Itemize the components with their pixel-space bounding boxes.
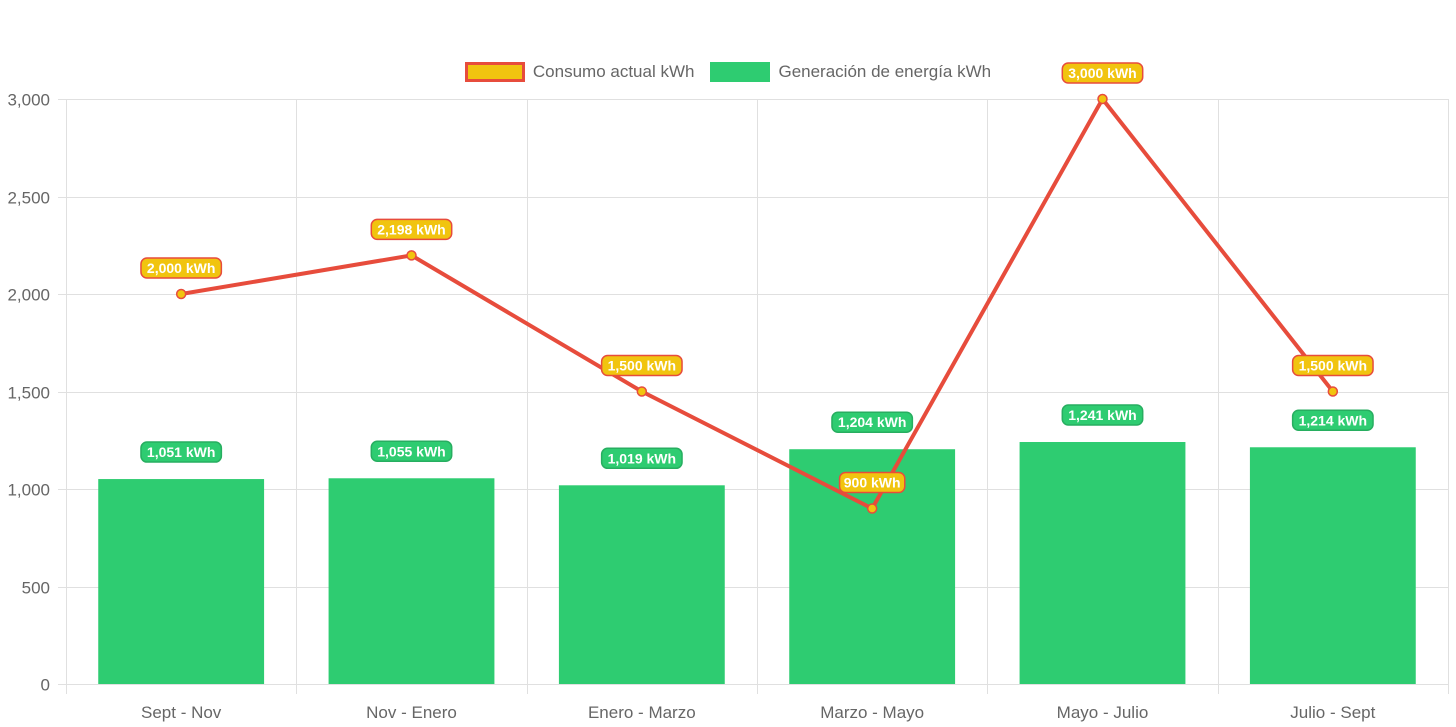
line-data-label-bg: [838, 471, 906, 494]
x-tick-label: Julio - Sept: [1290, 703, 1375, 722]
y-tick-label: 500: [22, 579, 50, 598]
line-data-label-text: 1,500 kWh: [1299, 358, 1367, 374]
bar[interactable]: [1249, 447, 1416, 684]
line-point[interactable]: [636, 386, 648, 397]
x-tick-label: Marzo - Mayo: [820, 703, 924, 722]
line-point[interactable]: [1097, 93, 1108, 105]
x-tick-label: Nov - Enero: [366, 703, 457, 722]
series-line-consumo: [180, 97, 1335, 511]
bar-data-label: 1,051 kWh: [140, 441, 223, 463]
y-tick-label: 1,000: [7, 481, 50, 500]
line-data-label: 900 kWh: [838, 471, 906, 494]
line-point[interactable]: [175, 288, 187, 300]
bar-data-label: 1,204 kWh: [831, 411, 914, 433]
y-tick-label: 1,500: [7, 384, 50, 403]
grid: [58, 99, 1449, 694]
bar-data-label-bg: [140, 441, 223, 463]
bar-series: [98, 442, 1416, 684]
y-tick-label: 2,500: [7, 189, 50, 208]
line-data-label-text: 2,000 kWh: [147, 260, 215, 276]
legend-swatch-generacion: [710, 62, 771, 82]
line-point[interactable]: [866, 503, 878, 514]
line-data-label: 1,500 kWh: [1291, 354, 1374, 377]
line-data-label-text: 900 kWh: [844, 475, 901, 491]
bar[interactable]: [1019, 442, 1186, 684]
bar[interactable]: [558, 485, 725, 684]
line-data-label-text: 1,500 kWh: [608, 358, 676, 374]
bar-data-label-bg: [831, 411, 914, 433]
bar-data-label-text: 1,019 kWh: [608, 450, 676, 466]
bar-data-label: 1,019 kWh: [600, 447, 683, 470]
legend-label-generacion: Generación de energía kWh: [778, 62, 992, 81]
bar[interactable]: [328, 478, 495, 684]
line-data-label-bg: [140, 257, 223, 279]
bar-data-label: 1,214 kWh: [1291, 409, 1374, 432]
legend-item-generacion[interactable]: Generación de energía kWh: [710, 62, 991, 82]
line-point[interactable]: [1327, 386, 1339, 397]
legend: Consumo actual kWh Generación de energía…: [0, 62, 1456, 82]
bar-data-label-text: 1,241 kWh: [1068, 407, 1136, 423]
line-data-label-bg: [1061, 62, 1144, 84]
bar-data-label-text: 1,204 kWh: [838, 414, 906, 430]
bar-data-label-bg: [370, 440, 453, 463]
line-data-label-text: 2,198 kWh: [377, 221, 445, 237]
line-data-label: 2,198 kWh: [370, 218, 453, 241]
line-data-label-bg: [1291, 354, 1374, 377]
x-tick-label: Mayo - Julio: [1057, 703, 1149, 722]
legend-label-consumo: Consumo actual kWh: [532, 62, 695, 81]
y-tick-label: 3,000: [7, 91, 50, 110]
line-point[interactable]: [406, 250, 417, 261]
bar-data-label: 1,055 kWh: [370, 440, 453, 463]
y-tick-label: 0: [41, 676, 50, 695]
line-data-label-text: 3,000 kWh: [1068, 65, 1136, 81]
line-data-label-bg: [600, 354, 683, 377]
legend-item-consumo[interactable]: Consumo actual kWh: [464, 62, 695, 82]
bar-data-label-bg: [600, 447, 683, 470]
bar-data-label-bg: [1061, 404, 1144, 426]
line-data-label-bg: [370, 218, 453, 241]
x-tick-label: Sept - Nov: [141, 703, 222, 722]
bar-data-label-text: 1,214 kWh: [1299, 412, 1367, 428]
legend-swatch-consumo: [464, 62, 525, 82]
line-data-label: 3,000 kWh: [1061, 62, 1144, 84]
bar-data-label-text: 1,055 kWh: [377, 443, 445, 459]
bar-data-label-text: 1,051 kWh: [147, 444, 215, 460]
line-data-label: 2,000 kWh: [140, 257, 223, 279]
bar-data-label: 1,241 kWh: [1061, 404, 1144, 426]
y-tick-label: 2,000: [7, 286, 50, 305]
bar[interactable]: [98, 479, 265, 684]
x-tick-label: Enero - Marzo: [588, 703, 696, 722]
bar-data-label-bg: [1291, 409, 1374, 432]
line-data-label: 1,500 kWh: [600, 354, 683, 377]
